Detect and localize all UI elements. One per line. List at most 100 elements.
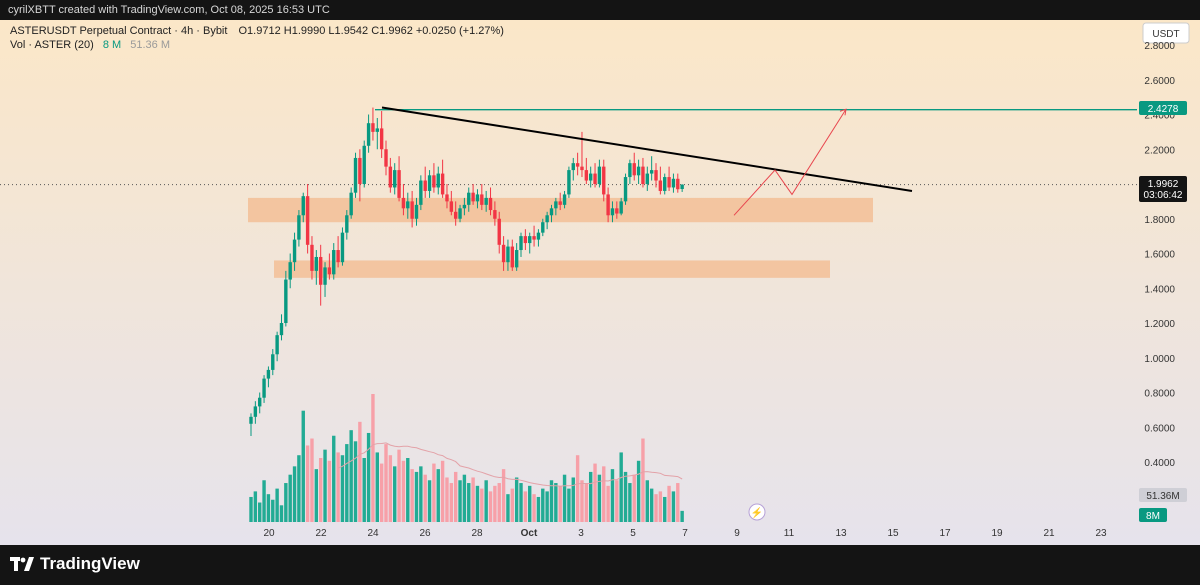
volume-bar (541, 488, 545, 522)
time-axis[interactable]: 20 22 24 26 28 Oct 3 5 7 9 11 13 15 17 19 21 23 (263, 528, 1107, 539)
time-tick-label: 21 (1043, 528, 1055, 539)
volume-bar (345, 444, 349, 522)
candle-body (406, 201, 410, 209)
replay-button[interactable]: ⚡ (748, 503, 766, 521)
volume-bar (588, 471, 593, 522)
candle-body (567, 170, 571, 195)
candle-body (671, 178, 676, 188)
candle-body (419, 180, 423, 205)
volume-bar (506, 494, 510, 522)
volume-bar (362, 458, 366, 522)
candle-body (584, 170, 589, 181)
volume-bar (318, 458, 323, 522)
volume-bar (458, 480, 462, 522)
tradingview-logo[interactable]: TradingView (10, 554, 140, 574)
volume-bar (519, 483, 523, 522)
price-tick-label: 1.2000 (1144, 319, 1175, 330)
time-tick-label: 13 (835, 528, 847, 539)
volume-bar (440, 460, 445, 522)
time-tick-label: 15 (887, 528, 899, 539)
volume-bar (475, 485, 480, 522)
candle-body (332, 250, 336, 275)
volume-legend-value: 8 M (103, 39, 121, 51)
candle-body (623, 177, 628, 202)
price-tick-label: 1.4000 (1144, 284, 1175, 295)
ohlc-values: O1.9712 H1.9990 L1.9542 C1.9962 +0.0250 … (239, 25, 504, 37)
volume-bar (323, 449, 327, 522)
volume-legend-ma: 51.36 M (130, 39, 170, 51)
candle-body (602, 166, 606, 195)
volume-bar (532, 494, 536, 522)
volume-bar (484, 480, 488, 522)
candle-body (641, 166, 645, 184)
replay-button-circle[interactable] (748, 503, 766, 521)
candle-body (471, 192, 475, 202)
vol-tag: 8M (1146, 511, 1160, 522)
volume-bar (310, 438, 314, 522)
volume-bar (258, 502, 262, 522)
candle-body (266, 369, 271, 379)
watermark-text: cyrilXBTT created with TradingView.com, … (8, 4, 330, 16)
candle-body (676, 178, 680, 190)
candle-body (658, 180, 663, 191)
candles (249, 107, 684, 436)
volume-bar (610, 469, 615, 522)
time-tick-label: 5 (630, 528, 636, 539)
candle-body (340, 232, 345, 263)
volume-bar (636, 460, 641, 522)
volume-bar (619, 452, 623, 522)
volume-bar (284, 483, 288, 522)
candle-body (467, 192, 471, 205)
candle-body (440, 173, 445, 195)
candle-body (497, 218, 501, 245)
demand-zone (274, 260, 830, 278)
candle-body (571, 163, 575, 171)
candle-body (371, 123, 375, 132)
candle-body (275, 335, 279, 355)
candle-body (310, 244, 314, 271)
time-tick-label: 23 (1095, 528, 1107, 539)
candle-body (558, 201, 562, 205)
volume-legend: Vol · ASTER (20) 8 M 51.36 M (10, 39, 170, 51)
candle-body (301, 196, 305, 216)
price-chart[interactable]: ASTERUSDT Perpetual Contract · 4h · Bybi… (0, 20, 1200, 545)
candle-body (253, 406, 258, 417)
candle-body (288, 262, 292, 280)
candle-body (514, 250, 519, 268)
candle-body (501, 244, 506, 263)
volume-bar (314, 469, 319, 522)
volume-bar (584, 483, 589, 522)
time-tick-label: 7 (682, 528, 688, 539)
time-tick-label: Oct (521, 528, 538, 539)
candle-body (462, 204, 467, 209)
candle-body (554, 201, 558, 209)
volume-bar (297, 455, 301, 522)
candle-body (619, 201, 623, 214)
volume-bar (253, 491, 258, 522)
volume-bar (549, 480, 554, 522)
candle-body (318, 256, 323, 285)
price-tick-label: 2.8000 (1144, 41, 1175, 52)
volume-bar (371, 394, 375, 522)
currency-badge[interactable] (1142, 22, 1190, 44)
volume-bar (275, 488, 279, 522)
volume-bar (649, 488, 654, 522)
candle-body (292, 239, 297, 263)
axis-tags: 2.4278 1.9962 03:06:42 51.36M 8M (1139, 101, 1187, 522)
candle-body (271, 354, 275, 370)
vol-ma-tag: 51.36M (1146, 491, 1179, 502)
volume-bar (536, 496, 541, 522)
tradingview-logo-text: TradingView (40, 554, 140, 573)
candle-body (519, 236, 523, 251)
candle-body (667, 177, 671, 188)
volume-bar (467, 483, 471, 522)
volume-bar (327, 460, 332, 522)
time-tick-label: 24 (367, 528, 379, 539)
candle-body (410, 201, 414, 219)
volume-bar (493, 485, 497, 522)
projected-path (733, 109, 847, 216)
candle-body (523, 236, 528, 244)
volume-bar (414, 471, 419, 522)
candle-body (353, 157, 358, 193)
volume-bar (615, 480, 619, 522)
